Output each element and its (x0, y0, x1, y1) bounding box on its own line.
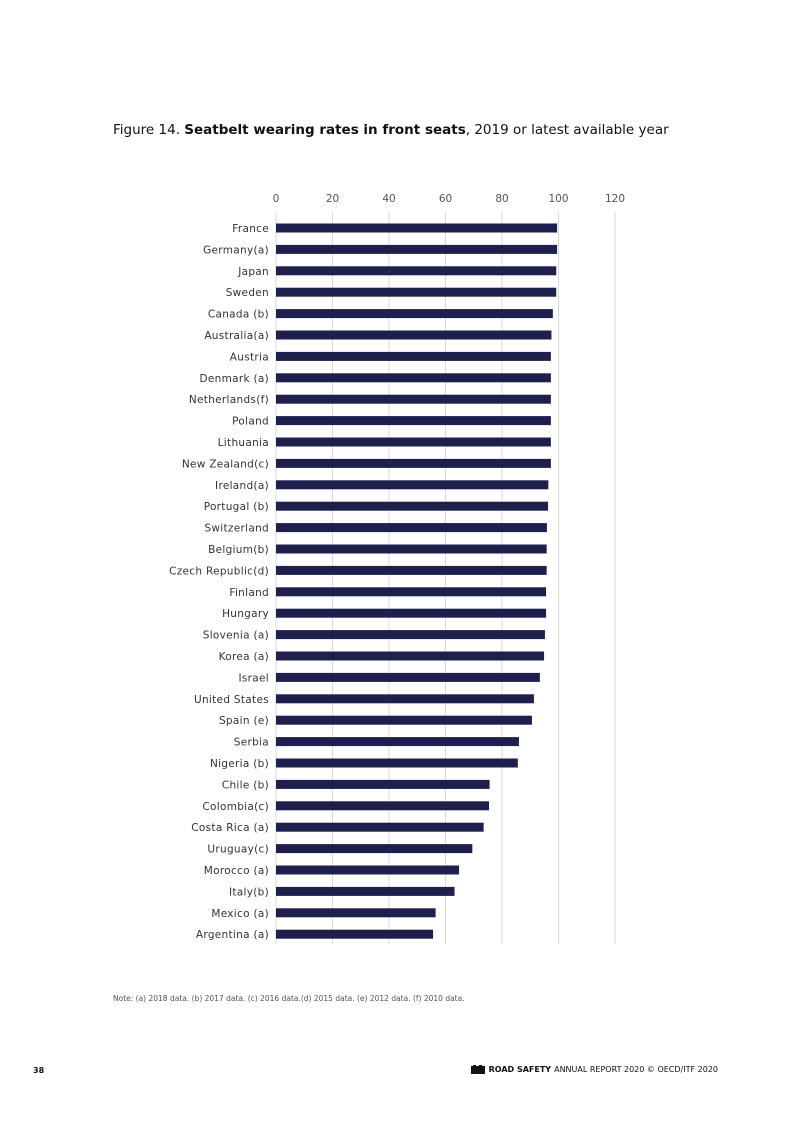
category-label: Spain (e) (219, 715, 269, 727)
x-tick-label: 0 (273, 193, 280, 205)
bar (276, 351, 551, 361)
category-label: Australia(a) (204, 330, 269, 342)
category-label: France (232, 223, 269, 235)
category-label: Serbia (234, 737, 269, 749)
category-label: Nigeria (b) (210, 758, 269, 770)
x-tick-label: 20 (326, 193, 339, 205)
category-label: Slovenia (a) (203, 630, 269, 642)
category-label: Canada (b) (208, 309, 269, 321)
bar (276, 437, 551, 447)
category-label: Chile (b) (222, 779, 269, 791)
category-label: Hungary (222, 608, 269, 620)
bar (276, 523, 547, 533)
category-label: Denmark (a) (199, 373, 269, 385)
bar (276, 458, 551, 468)
category-label: Morocco (a) (204, 865, 269, 877)
category-label: Mexico (a) (211, 908, 269, 920)
bar (276, 330, 552, 340)
category-label: Netherlands(f) (189, 394, 269, 406)
category-label: Finland (229, 587, 269, 599)
bar (276, 801, 490, 811)
category-label: Uruguay(c) (207, 844, 269, 856)
bar (276, 309, 553, 319)
category-label: Sweden (226, 287, 269, 299)
bar (276, 244, 558, 254)
category-label: Colombia(c) (202, 801, 269, 813)
bar (276, 587, 547, 597)
bar (276, 373, 551, 383)
x-tick-label: 60 (439, 193, 452, 205)
figure-label: Figure 14. (113, 122, 180, 138)
bar (276, 886, 455, 896)
bar (276, 929, 434, 939)
bar (276, 651, 545, 661)
category-label: Switzerland (204, 523, 269, 535)
category-label: New Zealand(c) (182, 458, 269, 470)
figure-title-bold: Seatbelt wearing rates in front seats (184, 122, 466, 138)
bar (276, 223, 558, 233)
seatbelt-bar-chart: 0 20 40 60 80 100 120 France Germany(a) Japan Swed… (169, 193, 625, 944)
category-label: Argentina (a) (196, 929, 269, 941)
category-label: United States (194, 694, 269, 706)
bar (276, 715, 532, 725)
bar (276, 394, 551, 404)
category-label: Costa Rica (a) (191, 822, 269, 834)
footer-report-bold: ROAD SAFETY (488, 1065, 552, 1074)
category-label: Italy(b) (229, 886, 269, 898)
category-label: Lithuania (218, 437, 269, 449)
report-footer: ROAD SAFETY ANNUAL REPORT 2020 © OECD/IT… (470, 1065, 718, 1074)
category-label: Japan (237, 266, 269, 278)
bar (276, 480, 549, 490)
bar (276, 737, 519, 747)
bar (276, 416, 551, 426)
x-tick-label: 80 (495, 193, 508, 205)
footer-report-rest: ANNUAL REPORT 2020 © OECD/ITF 2020 (554, 1065, 718, 1074)
figure-caption: Figure 14. Seatbelt wearing rates in fro… (113, 122, 669, 138)
bar (276, 544, 547, 554)
bar (276, 844, 473, 854)
category-label: Israel (239, 672, 270, 684)
bar (276, 287, 557, 297)
figure-title-rest: , 2019 or latest available year (465, 122, 669, 138)
category-label: Austria (230, 351, 269, 363)
bar (276, 672, 540, 682)
x-tick-label: 100 (548, 193, 568, 205)
category-label: Portugal (b) (204, 501, 269, 513)
category-label: Belgium(b) (208, 544, 269, 556)
bar (276, 630, 545, 640)
x-tick-label: 40 (382, 193, 395, 205)
bar (276, 608, 547, 618)
bar (276, 694, 534, 704)
bar (276, 822, 484, 832)
page-number: 38 (33, 1066, 45, 1075)
bar (276, 266, 557, 276)
category-label: Germany(a) (203, 244, 269, 256)
category-label: Ireland(a) (215, 480, 269, 492)
x-tick-label: 120 (605, 193, 625, 205)
bar (276, 501, 549, 511)
figure-note: Note: (a) 2018 data. (b) 2017 data. (c) … (113, 994, 465, 1003)
category-label: Korea (a) (219, 651, 269, 663)
itf-logo-icon (470, 1065, 485, 1074)
bar (276, 779, 490, 789)
bar (276, 908, 436, 918)
bar (276, 865, 460, 875)
bar (276, 565, 547, 575)
category-label: Poland (232, 416, 269, 428)
bar (276, 758, 518, 768)
category-label: Czech Republic(d) (169, 565, 269, 577)
